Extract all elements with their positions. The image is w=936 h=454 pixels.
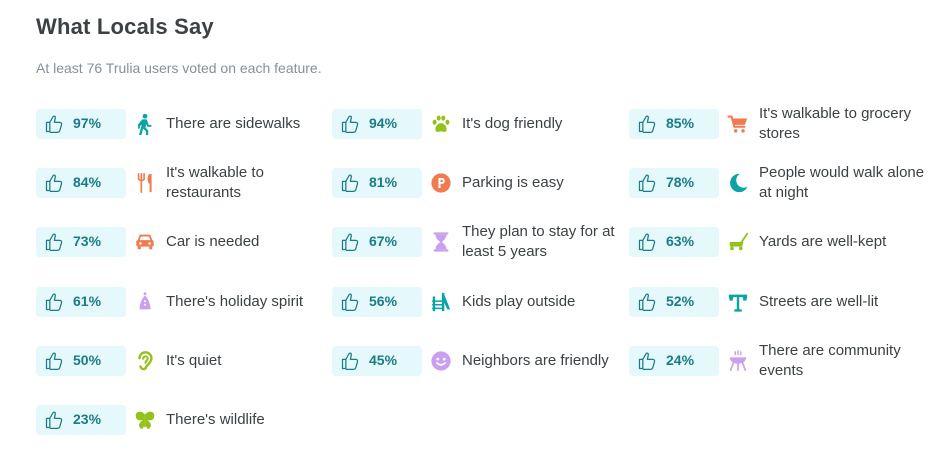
feature-item: 52% Streets are well-lit: [629, 281, 919, 321]
thumbs-up-icon: [340, 232, 360, 252]
thumbs-up-icon: [340, 114, 360, 134]
feature-item: 94% It's dog friendly: [332, 103, 622, 143]
feature-label: There are sidewalks: [166, 115, 301, 132]
vote-badge: 67%: [332, 227, 422, 257]
feature-label: There are community events: [759, 342, 901, 379]
vote-badge: 23%: [36, 405, 126, 435]
feature-label: It's quiet: [166, 352, 222, 369]
vote-badge: 94%: [332, 109, 422, 139]
thumbs-up-icon: [44, 410, 64, 430]
vote-badge: 63%: [629, 227, 719, 257]
thumbs-up-icon: [637, 232, 657, 252]
shopping-cart-icon: [727, 113, 749, 135]
vote-percent: 45%: [369, 352, 398, 368]
vote-badge: 52%: [629, 287, 719, 317]
thumbs-up-icon: [637, 351, 657, 371]
car-icon: [134, 231, 156, 253]
feature-item: 85% It's walkable to grocery stores: [629, 103, 919, 143]
feature-label: It's dog friendly: [462, 115, 563, 132]
thumbs-up-icon: [44, 114, 64, 134]
vote-badge: 50%: [36, 346, 126, 376]
thumbs-up-icon: [637, 114, 657, 134]
vote-badge: 61%: [36, 287, 126, 317]
thumbs-up-icon: [340, 173, 360, 193]
feature-label: Neighbors are friendly: [462, 352, 609, 369]
thumbs-up-icon: [44, 173, 64, 193]
thumbs-up-icon: [44, 351, 64, 371]
vote-badge: 97%: [36, 109, 126, 139]
feature-item: 81% Parking is easy: [332, 162, 622, 202]
vote-badge: 73%: [36, 227, 126, 257]
page-subtitle: At least 76 Trulia users voted on each f…: [36, 60, 322, 76]
vote-percent: 63%: [666, 233, 695, 249]
vote-percent: 85%: [666, 115, 695, 131]
hourglass-icon: [430, 231, 452, 253]
vote-badge: 24%: [629, 346, 719, 376]
slide-icon: [430, 291, 452, 313]
vote-percent: 24%: [666, 352, 695, 368]
feature-item: 73% Car is needed: [36, 221, 326, 261]
feature-label: It's walkable to grocery stores: [759, 105, 912, 142]
thumbs-up-icon: [340, 351, 360, 371]
thumbs-up-icon: [340, 292, 360, 312]
feature-item: 84% It's walkable to restaurants: [36, 162, 326, 202]
feature-label: Kids play outside: [462, 293, 576, 310]
walking-person-icon: [134, 113, 156, 135]
community-grill-icon: [727, 350, 749, 372]
vote-badge: 45%: [332, 346, 422, 376]
streetlight-icon: [727, 291, 749, 313]
feature-label: Parking is easy: [462, 174, 564, 191]
vote-percent: 50%: [73, 352, 102, 368]
vote-badge: 84%: [36, 168, 126, 198]
lawnmower-icon: [727, 231, 749, 253]
feature-label: There's wildlife: [166, 411, 265, 428]
ear-icon: [134, 350, 156, 372]
vote-percent: 61%: [73, 293, 102, 309]
page-title: What Locals Say: [36, 14, 214, 39]
vote-percent: 78%: [666, 174, 695, 190]
vote-percent: 97%: [73, 115, 102, 131]
feature-label: It's walkable to restaurants: [166, 164, 264, 201]
feature-item: 56% Kids play outside: [332, 281, 622, 321]
vote-percent: 84%: [73, 174, 102, 190]
feature-item: 63% Yards are well-kept: [629, 221, 919, 261]
paw-icon: [430, 113, 452, 135]
thumbs-up-icon: [637, 173, 657, 193]
butterfly-icon: [134, 409, 156, 431]
feature-item: 50% It's quiet: [36, 340, 326, 380]
thumbs-up-icon: [44, 292, 64, 312]
vote-badge: 78%: [629, 168, 719, 198]
vote-percent: 52%: [666, 293, 695, 309]
fork-knife-icon: [134, 172, 156, 194]
vote-percent: 81%: [369, 174, 398, 190]
vote-percent: 23%: [73, 411, 102, 427]
vote-percent: 56%: [369, 293, 398, 309]
smiley-icon: [430, 350, 452, 372]
feature-item: 67% They plan to stay for at least 5 year…: [332, 221, 622, 261]
feature-label: They plan to stay for at least 5 years: [462, 223, 615, 260]
thumbs-up-icon: [44, 232, 64, 252]
vote-percent: 94%: [369, 115, 398, 131]
vote-percent: 67%: [369, 233, 398, 249]
feature-item: 61% There's holiday spirit: [36, 281, 326, 321]
thumbs-up-icon: [637, 292, 657, 312]
feature-label: Car is needed: [166, 233, 260, 250]
vote-percent: 73%: [73, 233, 102, 249]
holiday-icon: [134, 291, 156, 313]
vote-badge: 81%: [332, 168, 422, 198]
vote-badge: 56%: [332, 287, 422, 317]
feature-item: 24% There are community events: [629, 340, 919, 380]
feature-item: 45% Neighbors are friendly: [332, 340, 622, 380]
feature-label: Yards are well-kept: [759, 233, 887, 250]
feature-label: There's holiday spirit: [166, 293, 304, 310]
feature-label: People would walk alone at night: [759, 164, 925, 201]
feature-item: 23% There's wildlife: [36, 399, 326, 439]
moon-icon: [727, 172, 749, 194]
feature-label: Streets are well-lit: [759, 293, 879, 310]
feature-item: 97% There are sidewalks: [36, 103, 326, 143]
feature-item: 78% People would walk alone at night: [629, 162, 924, 202]
vote-badge: 85%: [629, 109, 719, 139]
parking-icon: [430, 172, 452, 194]
